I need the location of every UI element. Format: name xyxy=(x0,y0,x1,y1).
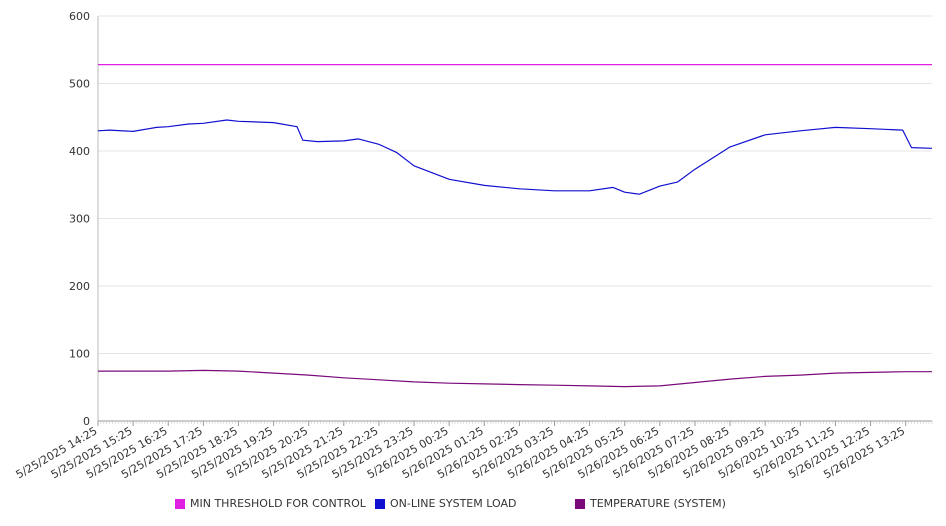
legend-swatch-threshold xyxy=(175,498,185,509)
legend-label-temperature: TEMPERATURE (SYSTEM) xyxy=(590,497,726,510)
legend-item-system-load[interactable]: ON-LINE SYSTEM LOAD xyxy=(375,497,516,510)
legend-swatch-system-load xyxy=(375,498,385,509)
legend-swatch-temperature xyxy=(575,498,585,509)
y-tick-label: 400 xyxy=(69,145,90,158)
y-tick-label: 0 xyxy=(83,415,90,428)
y-tick-label: 500 xyxy=(69,78,90,91)
axes xyxy=(97,16,932,422)
y-tick-label: 600 xyxy=(69,10,90,23)
legend: MIN THRESHOLD FOR CONTROL ON-LINE SYSTEM… xyxy=(0,497,946,515)
y-tick-label: 300 xyxy=(69,213,90,226)
system-load-line xyxy=(97,119,933,195)
x-axis-ticks: 5/25/2025 14:255/25/2025 15:255/25/2025 … xyxy=(14,421,933,481)
grid-lines xyxy=(98,15,932,354)
y-tick-label: 100 xyxy=(69,348,90,361)
legend-label-threshold: MIN THRESHOLD FOR CONTROL xyxy=(190,497,366,510)
series-lines xyxy=(97,63,933,388)
legend-item-threshold[interactable]: MIN THRESHOLD FOR CONTROL xyxy=(175,497,366,510)
temperature-line xyxy=(98,369,932,388)
y-tick-label: 200 xyxy=(69,280,90,293)
y-axis-ticks: 0 100 200 300 400 500 600 xyxy=(69,10,90,428)
legend-label-system-load: ON-LINE SYSTEM LOAD xyxy=(390,497,517,510)
legend-item-temperature[interactable]: TEMPERATURE (SYSTEM) xyxy=(575,497,726,510)
